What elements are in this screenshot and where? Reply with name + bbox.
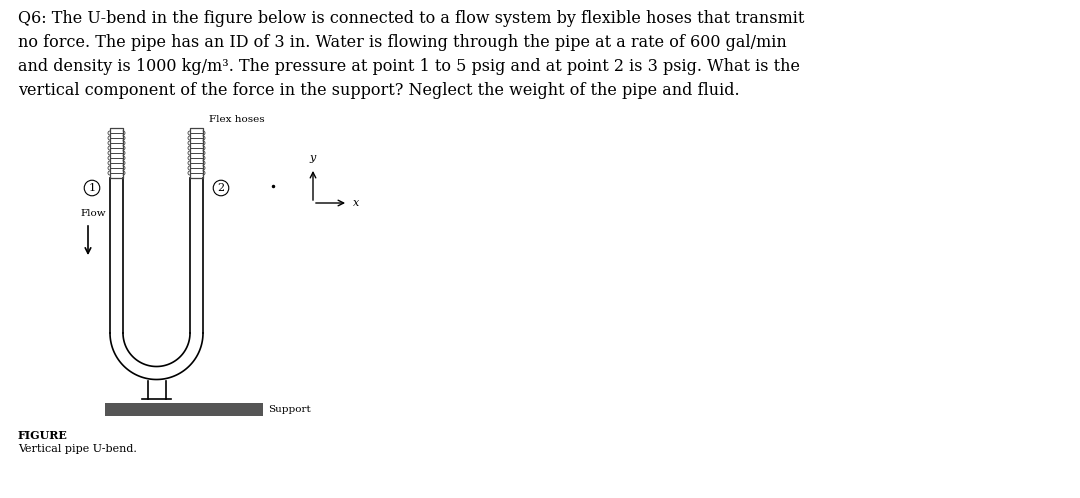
Bar [105,402,264,415]
Text: FIGURE: FIGURE [18,430,68,441]
Text: Support: Support [268,404,311,413]
Text: Flex hoses: Flex hoses [210,115,265,124]
Text: Q6: The U-bend in the figure below is connected to a flow system by flexible hos: Q6: The U-bend in the figure below is co… [18,10,805,100]
Text: x: x [353,198,360,208]
Text: Flow: Flow [80,209,106,218]
Text: y: y [310,153,316,163]
Text: 2: 2 [217,183,225,193]
Text: Vertical pipe U-bend.: Vertical pipe U-bend. [18,444,137,454]
Text: 1: 1 [89,183,95,193]
